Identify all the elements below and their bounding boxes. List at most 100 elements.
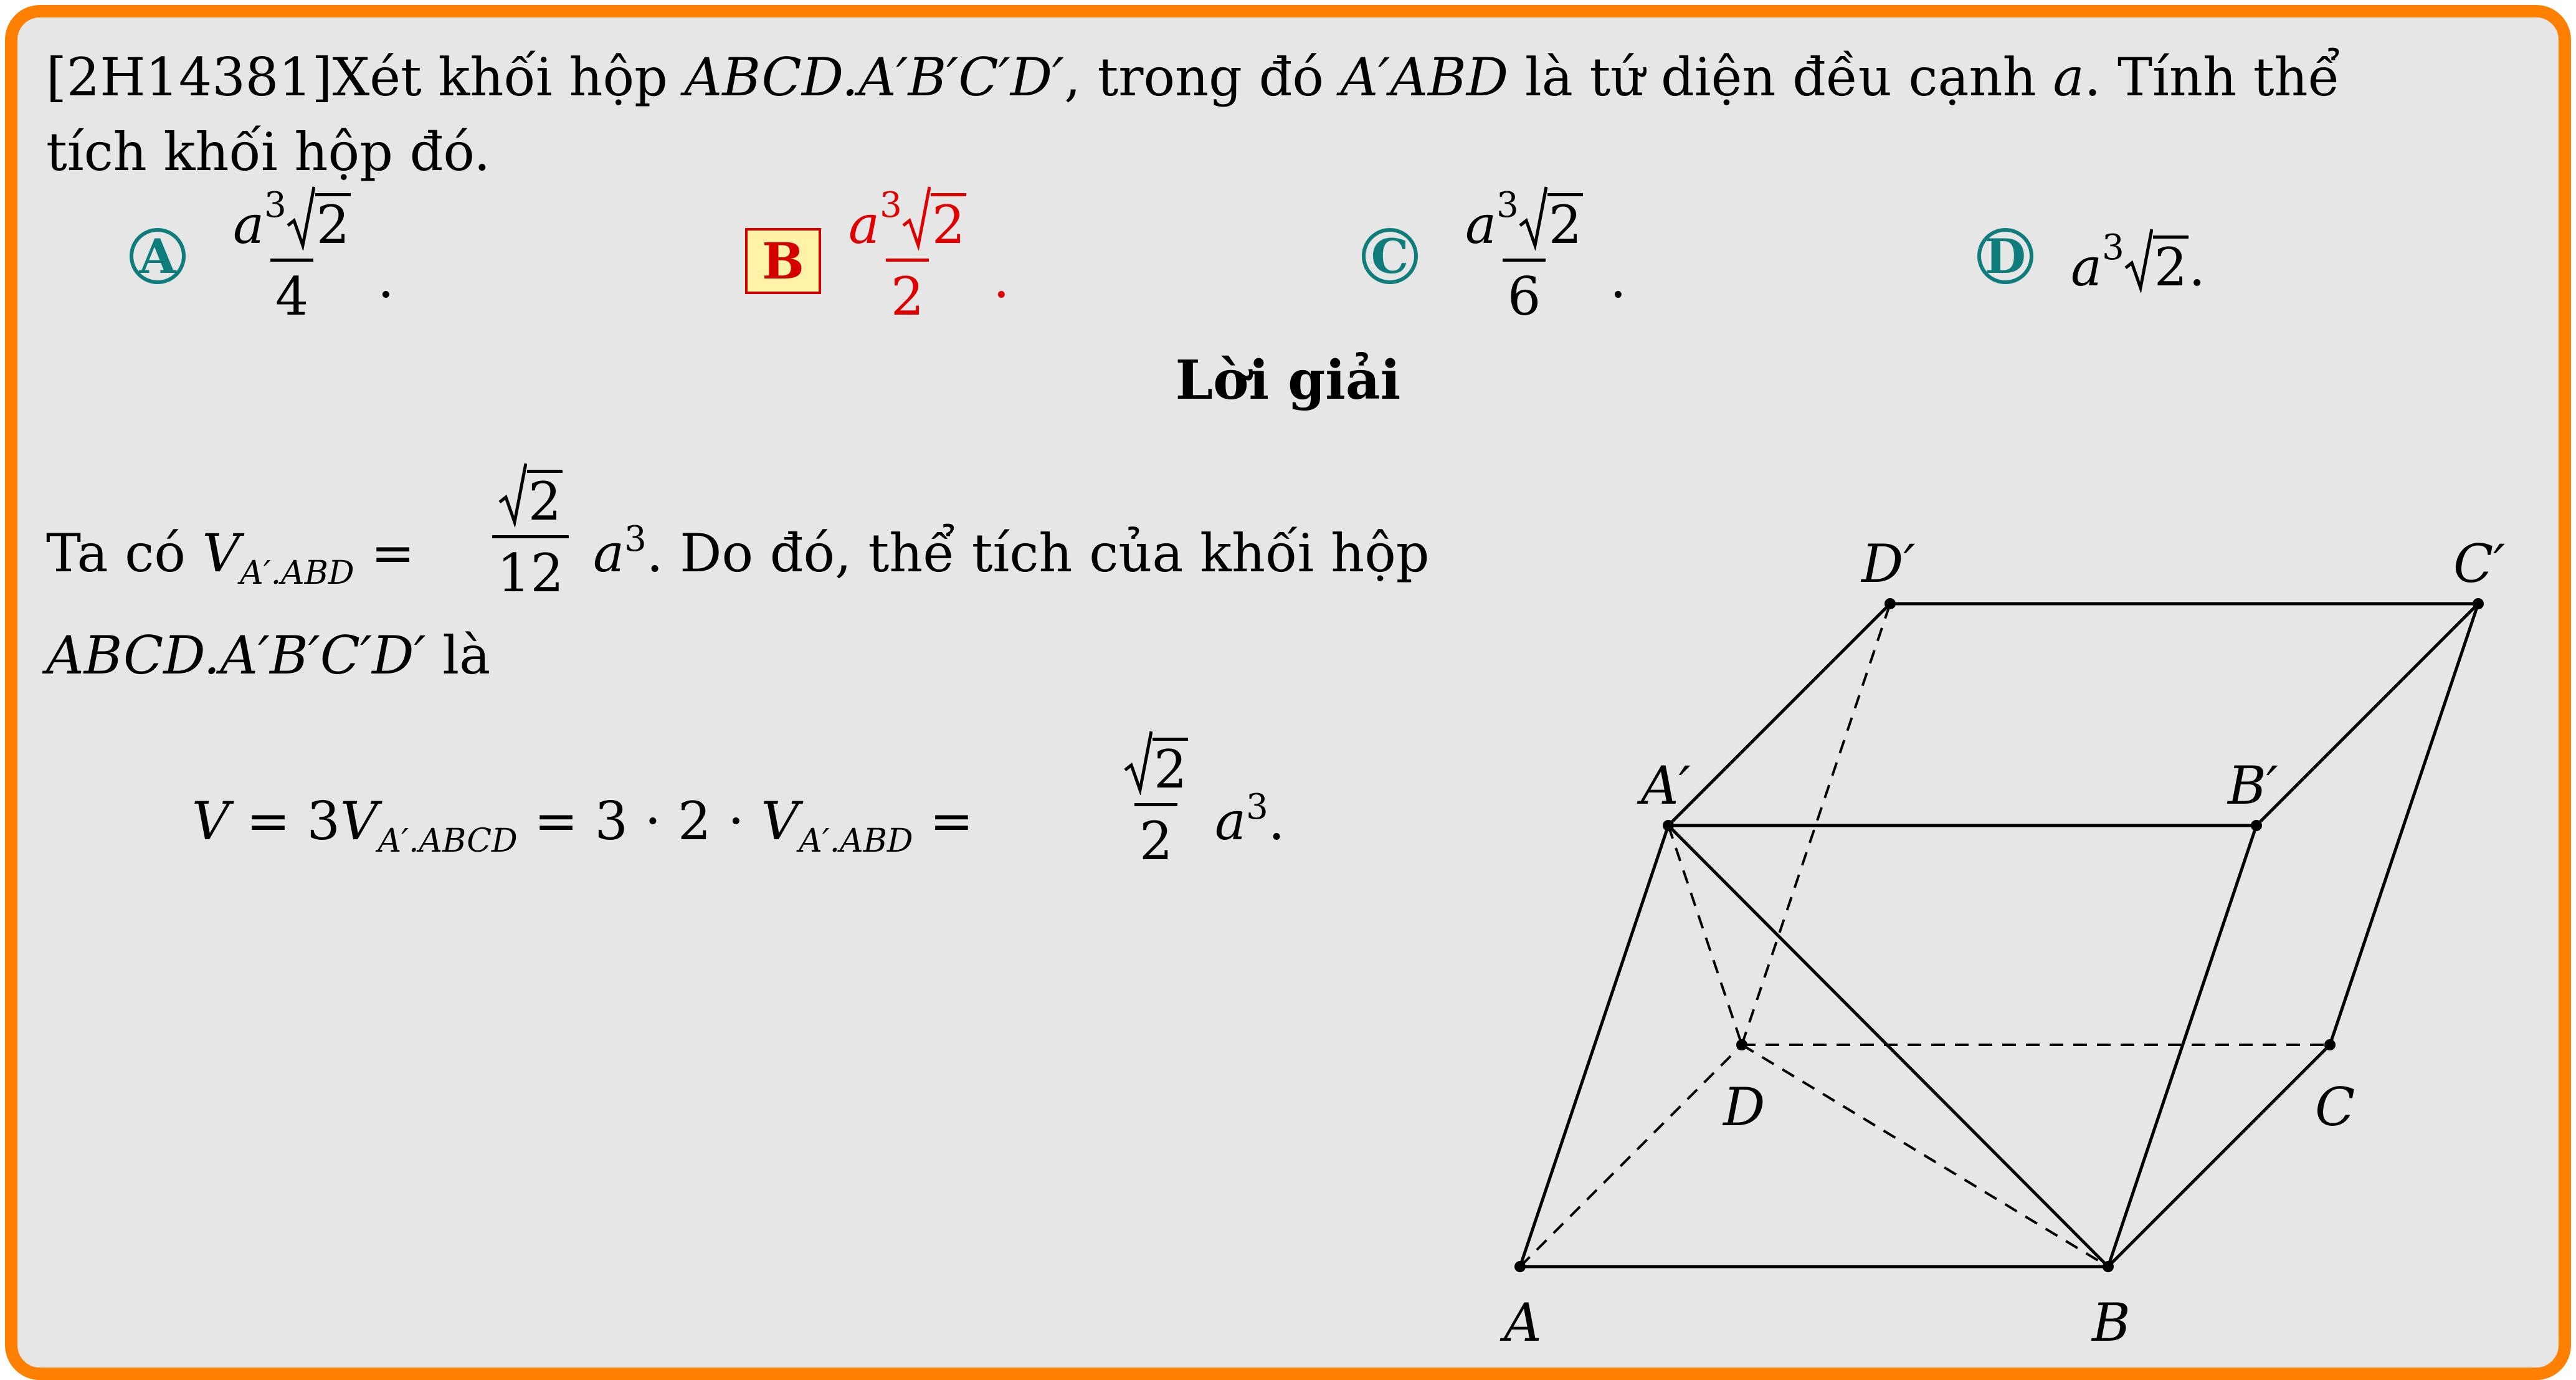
text: Ta có (46, 523, 202, 584)
question-text: , trong đó (1064, 47, 1341, 108)
radical-sign-icon (1519, 186, 1547, 250)
label-B: B (2091, 1292, 2131, 1353)
label-A: A (1499, 1292, 1542, 1353)
option-d-value[interactable]: a3 2. (2071, 229, 2205, 298)
volume-symbol: V (761, 791, 799, 852)
parallelepiped-figure: A B C D A′ B′ C′ D′ (1499, 533, 2505, 1353)
edge-B1C1 (2255, 602, 2479, 827)
var-a: a (848, 194, 880, 255)
radicand: 2 (930, 193, 967, 255)
text: là (425, 625, 491, 686)
exponent: 3 (2102, 227, 2124, 268)
text: . Do đó, thể tích của khối hộp (646, 523, 1430, 584)
hidden-edge-AD (1519, 1044, 1743, 1268)
denominator: 2 (1134, 803, 1178, 867)
option-b-value[interactable]: a3 2 2 (844, 186, 971, 323)
label-B-prime: B′ (2227, 755, 2278, 816)
option-a-value[interactable]: a3 2 4 (228, 186, 356, 323)
solution-line-1a: Ta có VA′.ABD = (46, 527, 415, 589)
solution-line-1b: a3. Do đó, thể tích của khối hộp (593, 522, 1430, 580)
vertex-C (2324, 1039, 2336, 1050)
var-a: a (1465, 194, 1497, 255)
vertex-A1 (1663, 820, 1674, 831)
option-c-marker[interactable]: C (1362, 228, 1418, 284)
exponent: 3 (624, 519, 647, 559)
solution-fraction-sqrt2-over-12: 2 12 (492, 463, 569, 599)
option-c-value[interactable]: a3 2 6 (1460, 186, 1588, 323)
edge-AA1 (1518, 825, 1670, 1267)
problem-card: [2H14381]Xét khối hộp ABCD.A′B′C′D′, tro… (5, 5, 2571, 1380)
solution-line-2: ABCD.A′B′C′D′ là (46, 629, 490, 682)
vertex-D (1736, 1039, 1747, 1050)
equals: = (913, 791, 974, 852)
equals: = (354, 523, 415, 584)
var-a: a (1215, 791, 1247, 852)
question-text: Xét khối hộp (332, 47, 685, 108)
period: . (1268, 791, 1285, 852)
volume-symbol: V (202, 523, 240, 584)
exponent: 3 (1496, 185, 1519, 226)
hidden-edge-DD1 (1741, 603, 1891, 1045)
vertex-B (2103, 1261, 2114, 1272)
product: = 3 · 2 · (517, 791, 761, 852)
volume-subscript: A′.ABD (799, 822, 913, 860)
denominator: 2 (885, 259, 929, 323)
tetrahedron-name: A′ABD (1340, 47, 1509, 108)
var-a: a (233, 194, 265, 255)
question-line-1: [2H14381]Xét khối hộp ABCD.A′B′C′D′, tro… (46, 51, 2340, 103)
sqrt: 2 (1124, 731, 1189, 800)
vertex-D1 (1884, 598, 1896, 609)
radicand: 2 (315, 193, 351, 255)
exponent: 3 (1246, 787, 1268, 827)
sqrt: 2 (902, 186, 967, 255)
option-b-marker-selected[interactable]: B (745, 228, 821, 294)
question-text: . Tính thể (2084, 47, 2341, 108)
sqrt: 2 (1519, 186, 1584, 255)
radicand: 2 (2152, 236, 2189, 298)
denominator: 12 (492, 535, 569, 599)
label-C-prime: C′ (2453, 533, 2505, 594)
option-d-period: . (2189, 237, 2205, 298)
option-b-period: . (993, 249, 1010, 310)
equation-fraction-sqrt2-over-2: 2 2 (1119, 731, 1193, 867)
sqrt: 2 (2124, 229, 2189, 298)
radical-sign-icon (1124, 731, 1153, 795)
option-a-period: . (378, 249, 394, 310)
volume-equation-left: V = 3VA′.ABCD = 3 · 2 · VA′.ABD = (192, 795, 974, 857)
var-a: a (2071, 237, 2103, 298)
vertex-A (1514, 1261, 1526, 1272)
label-A-prime: A′ (1637, 755, 1691, 816)
vertex-C1 (2473, 598, 2484, 609)
hidden-segment-A1D (1667, 825, 1743, 1045)
vertex-B1 (2251, 820, 2262, 831)
sqrt: 2 (287, 186, 351, 255)
question-id: [2H14381] (46, 47, 333, 108)
option-a-marker[interactable]: A (130, 228, 186, 284)
edge-variable: a (2053, 47, 2084, 108)
exponent: 3 (880, 185, 902, 226)
edge-BB1 (2106, 825, 2258, 1267)
label-C: C (2315, 1077, 2355, 1138)
exponent: 3 (264, 185, 287, 226)
solution-title: Lời giải (1175, 349, 1401, 412)
sqrt: 2 (498, 463, 563, 528)
hidden-segment-DB (1741, 1044, 2109, 1268)
question-line-2: tích khối hộp đó. (46, 121, 491, 183)
radicand: 2 (1547, 193, 1584, 255)
question-text: là tứ diện đều cạnh (1508, 47, 2053, 108)
option-d-marker[interactable]: D (1977, 228, 2033, 284)
solid-name: ABCD.A′B′C′D′ (684, 47, 1065, 108)
label-D: D (1722, 1077, 1765, 1138)
radicand: 2 (1153, 738, 1189, 800)
option-c-period: . (1610, 249, 1627, 310)
edge-BC (2107, 1044, 2331, 1268)
label-D-prime: D′ (1860, 533, 1915, 594)
denominator: 6 (1502, 259, 1546, 323)
denominator: 4 (270, 259, 314, 323)
edge-CC1 (2328, 603, 2480, 1045)
radical-sign-icon (2124, 229, 2153, 293)
volume-subscript: A′.ABCD (378, 822, 518, 860)
radical-sign-icon (287, 186, 315, 250)
volume-symbol: V (340, 791, 378, 852)
radical-sign-icon (902, 186, 931, 250)
